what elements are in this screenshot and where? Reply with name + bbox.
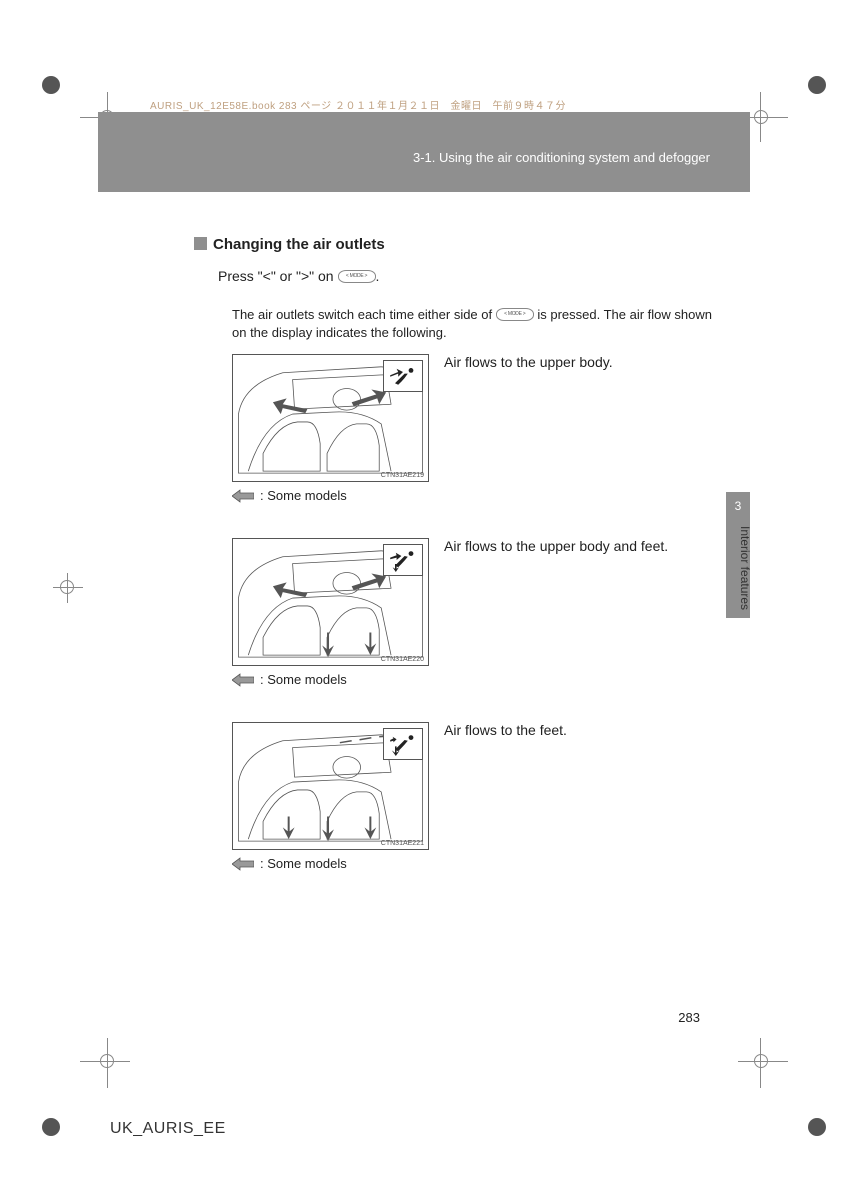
desc-pre: The air outlets switch each time either … bbox=[232, 307, 496, 322]
some-models-note: : Some models bbox=[232, 488, 429, 503]
figure-2-caption: Air flows to the upper body and feet. bbox=[444, 538, 712, 554]
crop-mark-br bbox=[766, 1046, 826, 1106]
page-number: 283 bbox=[678, 1010, 700, 1025]
intro-prefix: Press "<" or ">" on bbox=[218, 268, 338, 284]
figure-2: CTN31AE220 bbox=[232, 538, 429, 666]
some-models-text: : Some models bbox=[260, 672, 347, 687]
arrow-left-icon bbox=[232, 489, 254, 503]
crop-mark-tl bbox=[42, 76, 102, 136]
arrow-left-icon bbox=[232, 673, 254, 687]
crop-mark-bl bbox=[42, 1046, 102, 1106]
crop-mark-tr bbox=[766, 76, 826, 136]
airflow-upper-icon bbox=[383, 360, 423, 392]
figure-1: CTN31AE219 bbox=[232, 354, 429, 482]
some-models-note: : Some models bbox=[232, 856, 429, 871]
crop-mark-ml bbox=[60, 580, 74, 594]
arrow-left-icon bbox=[232, 857, 254, 871]
intro-suffix: . bbox=[376, 268, 380, 284]
some-models-text: : Some models bbox=[260, 856, 347, 871]
description-block: The air outlets switch each time either … bbox=[232, 306, 712, 342]
figure-3-caption: Air flows to the feet. bbox=[444, 722, 567, 738]
footer-code: UK_AURIS_EE bbox=[110, 1120, 226, 1138]
figure-block-3: CTN31AE221 : Some models bbox=[232, 722, 429, 871]
section-header-bar: 3-1. Using the air conditioning system a… bbox=[98, 112, 750, 192]
some-models-text: : Some models bbox=[260, 488, 347, 503]
print-metadata: AURIS_UK_12E58E.book 283 ページ ２０１１年１月２１日 … bbox=[150, 97, 566, 112]
chapter-label: Interior features bbox=[738, 526, 752, 610]
intro-line: Press "<" or ">" on . bbox=[218, 268, 379, 284]
some-models-note: : Some models bbox=[232, 672, 429, 687]
section-header-text: 3-1. Using the air conditioning system a… bbox=[413, 150, 710, 165]
mode-button-icon bbox=[338, 270, 376, 283]
figure-code: CTN31AE219 bbox=[381, 472, 424, 479]
figure-code: CTN31AE220 bbox=[381, 656, 424, 663]
figure-3: CTN31AE221 bbox=[232, 722, 429, 850]
figure-code: CTN31AE221 bbox=[381, 840, 424, 847]
airflow-upper-feet-icon bbox=[383, 544, 423, 576]
figure-block-1: CTN31AE219 : Some models bbox=[232, 354, 429, 503]
figure-1-caption: Air flows to the upper body. bbox=[444, 354, 613, 370]
section-title: Changing the air outlets bbox=[194, 236, 385, 253]
mode-button-icon bbox=[496, 308, 534, 321]
section-title-text: Changing the air outlets bbox=[213, 236, 385, 253]
airflow-feet-icon bbox=[383, 728, 423, 760]
figure-block-2: CTN31AE220 : Some models bbox=[232, 538, 429, 687]
chapter-number: 3 bbox=[726, 499, 750, 513]
square-bullet-icon bbox=[194, 237, 207, 250]
